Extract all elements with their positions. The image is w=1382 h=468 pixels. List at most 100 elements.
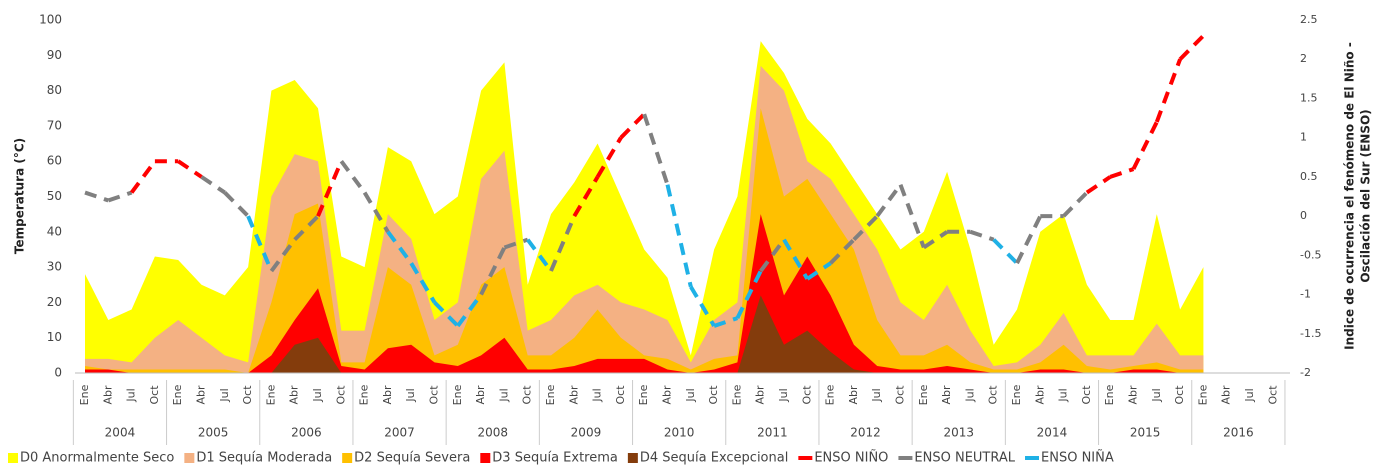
- legend-swatch: [8, 453, 18, 463]
- enso-segment: [713, 316, 739, 328]
- area: [85, 41, 1204, 374]
- x-tick-label: Abr: [474, 385, 487, 405]
- x-tick-label: Oct: [614, 385, 627, 405]
- enso-segment: [806, 261, 832, 281]
- year-label: 2005: [198, 426, 229, 440]
- enso-segment: [246, 215, 274, 272]
- x-tick-label: Ene: [637, 384, 650, 405]
- x-tick-label: Jul: [591, 388, 604, 402]
- x-tick-label: Oct: [707, 385, 720, 405]
- enso-segment: [456, 293, 483, 328]
- enso-segment: [549, 215, 577, 272]
- y-tick-label: 100: [39, 13, 62, 27]
- legend-swatch: [342, 453, 353, 463]
- year-label: 2004: [105, 426, 136, 440]
- enso-segment: [1085, 175, 1112, 195]
- enso-segment: [129, 160, 157, 194]
- legend-label: D3 Sequía Extrema: [492, 451, 618, 466]
- x-tick-label: Jul: [1150, 388, 1163, 402]
- year-label: 2015: [1130, 426, 1161, 440]
- year-label: 2009: [571, 426, 602, 440]
- enso-segment: [852, 214, 879, 242]
- y2-tick-label: 2.5: [1300, 13, 1318, 26]
- year-label: 2011: [757, 426, 788, 440]
- y-axis-label: Temperatura (°C): [13, 138, 27, 254]
- legend-label: ENSO NEUTRAL: [914, 451, 1015, 466]
- enso-segment: [1131, 121, 1159, 170]
- legend-label: D4 Sequía Excepcional: [640, 451, 788, 466]
- enso-segment: [922, 230, 949, 250]
- x-tick-label: Jul: [497, 388, 510, 402]
- x-tick-label: Abr: [101, 385, 114, 405]
- enso-segment: [293, 214, 320, 242]
- x-tick-label: Oct: [1080, 385, 1093, 405]
- enso-segment: [316, 160, 344, 217]
- y2-tick-label: 1: [1300, 131, 1307, 144]
- enso-segment: [526, 238, 553, 273]
- y-tick-label: 10: [47, 330, 62, 344]
- x-tick-label: Ene: [451, 384, 464, 405]
- x-tick-label: Ene: [1196, 384, 1209, 405]
- enso-segment: [875, 183, 903, 218]
- year-label: 2012: [850, 426, 881, 440]
- enso-segment: [1062, 191, 1089, 218]
- enso-segment: [339, 160, 367, 194]
- enso-segment: [735, 270, 763, 319]
- legend-label: D0 Anormalmente Seco: [20, 451, 174, 466]
- y2-tick-label: -1.5: [1300, 327, 1321, 340]
- enso-segment: [1178, 34, 1205, 61]
- x-tick-label: Ene: [358, 384, 371, 405]
- y-tick-label: 40: [47, 224, 62, 238]
- enso-segment: [1015, 215, 1043, 265]
- enso-segment: [107, 190, 133, 203]
- x-tick-label: Jul: [1057, 388, 1070, 402]
- enso-segment: [177, 159, 203, 179]
- x-tick-label: Abr: [754, 385, 767, 405]
- x-tick-label: Ene: [824, 384, 837, 405]
- area: [85, 108, 1204, 373]
- x-tick-label: Ene: [78, 384, 91, 405]
- enso-segment: [200, 175, 226, 195]
- y2-tick-label: -1: [1300, 288, 1311, 301]
- y2-tick-label: -0.5: [1300, 248, 1321, 261]
- enso-segment: [992, 238, 1019, 265]
- x-tick-label: Abr: [1127, 385, 1140, 405]
- x-tick-label: Ene: [917, 384, 930, 405]
- x-tick-label: Ene: [544, 384, 557, 405]
- enso-segment: [759, 238, 786, 273]
- enso-segment: [1109, 167, 1135, 179]
- year-label: 2013: [943, 426, 974, 440]
- enso-segment: [829, 238, 856, 265]
- enso-segment: [269, 238, 297, 273]
- x-tick-label: Jul: [870, 388, 883, 402]
- enso-segment: [595, 136, 623, 178]
- legend-label: ENSO NIÑO: [814, 450, 888, 466]
- enso-segment: [409, 262, 437, 304]
- year-label: 2008: [477, 426, 508, 440]
- enso-segment: [969, 229, 995, 242]
- enso-segment: [433, 300, 460, 328]
- enso-segment: [84, 190, 109, 203]
- x-tick-label: Oct: [800, 385, 813, 405]
- enso-segment: [386, 230, 413, 265]
- enso-segment: [665, 184, 693, 288]
- x-tick-label: Ene: [171, 384, 184, 405]
- legend-swatch: [480, 453, 491, 463]
- year-label: 2016: [1223, 426, 1254, 440]
- x-tick-label: Abr: [847, 385, 860, 405]
- x-tick-label: Oct: [148, 385, 161, 405]
- enso-segment: [619, 112, 646, 140]
- legend-label: D2 Sequía Severa: [354, 451, 470, 466]
- x-tick-label: Abr: [567, 385, 580, 405]
- year-label: 2010: [664, 426, 695, 440]
- y-tick-label: 50: [47, 189, 62, 203]
- x-tick-label: Abr: [940, 385, 953, 405]
- x-tick-label: Jul: [218, 388, 231, 402]
- x-tick-label: Oct: [521, 385, 534, 405]
- y-tick-label: 30: [47, 260, 62, 274]
- enso-segment: [689, 285, 716, 327]
- x-tick-label: Ene: [264, 384, 277, 405]
- x-tick-label: Oct: [334, 385, 347, 405]
- x-tick-label: Abr: [288, 385, 301, 405]
